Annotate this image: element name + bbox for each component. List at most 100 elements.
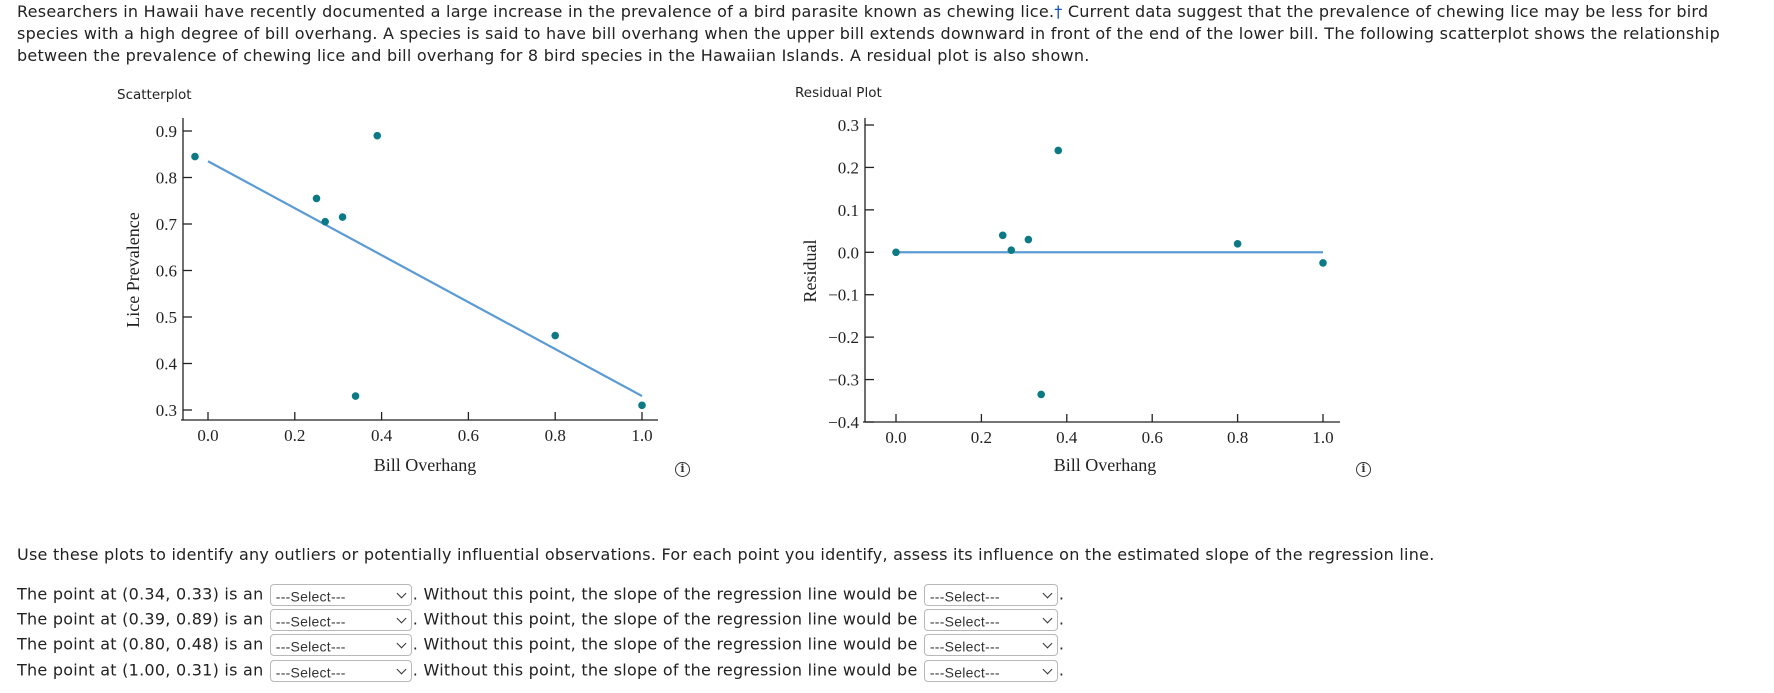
scatter-y-tick-label: 0.6 bbox=[156, 262, 177, 281]
chevron-down-icon bbox=[1042, 664, 1053, 674]
question-prefix: The point at (0.80, 0.48) is an bbox=[17, 634, 264, 654]
select-value: ---Select--- bbox=[929, 637, 1000, 654]
resid-y-tick-label: −0.1 bbox=[828, 286, 859, 305]
question-middle: . Without this point, the slope of the r… bbox=[412, 609, 918, 629]
chevron-down-icon bbox=[1042, 613, 1053, 623]
resid-y-tick-label: −0.4 bbox=[828, 413, 859, 432]
residual-plot-title: Residual Plot bbox=[795, 85, 882, 101]
classification-select-4[interactable]: ---Select--- bbox=[269, 659, 412, 682]
scatter-data-point bbox=[312, 194, 321, 203]
select-value: ---Select--- bbox=[275, 663, 346, 680]
classification-select-2[interactable]: ---Select--- bbox=[269, 608, 412, 631]
resid-y-axis-label: Residual bbox=[800, 240, 820, 303]
classification-select-1[interactable]: ---Select--- bbox=[269, 583, 412, 606]
scatter-y-tick-label: 0.7 bbox=[156, 215, 178, 234]
resid-data-point bbox=[1007, 246, 1016, 254]
scatter-x-tick-label: 0.6 bbox=[458, 426, 479, 445]
chevron-down-icon bbox=[1042, 638, 1053, 648]
resid-y-tick-label: 0.3 bbox=[838, 116, 859, 135]
slope-select-3[interactable]: ---Select--- bbox=[923, 633, 1058, 656]
question-row-1: The point at (0.34, 0.33) is an ---Selec… bbox=[17, 582, 1064, 606]
scatter-x-tick-label: 1.0 bbox=[631, 426, 652, 445]
resid-y-tick-label: 0.1 bbox=[838, 201, 859, 220]
resid-data-point bbox=[1319, 259, 1327, 267]
resid-x-tick-label: 0.4 bbox=[1056, 428, 1078, 447]
resid-y-tick-label: −0.2 bbox=[828, 328, 859, 347]
resid-data-point bbox=[998, 231, 1007, 240]
scatter-x-tick-label: 0.4 bbox=[371, 426, 393, 445]
scatter-data-point bbox=[638, 401, 646, 410]
scatter-y-tick-label: 0.8 bbox=[156, 169, 177, 188]
regression-line bbox=[207, 160, 643, 398]
resid-data-point bbox=[1233, 240, 1242, 248]
resid-x-tick-label: 0.0 bbox=[885, 428, 906, 447]
classification-select-3[interactable]: ---Select--- bbox=[269, 633, 412, 656]
scatter-data-point bbox=[373, 131, 382, 140]
scatter-data-point bbox=[351, 392, 360, 400]
scatter-y-tick-label: 0.4 bbox=[156, 355, 178, 374]
scatterplot-chart: 0.3 0.4 0.5 0.6 0.7 0.8 0.9 0.0 0.2 0.4 0.6 0.8 1.0… bbox=[123, 118, 658, 475]
slope-select-2[interactable]: ---Select--- bbox=[923, 608, 1058, 631]
chevron-down-icon bbox=[396, 664, 407, 674]
chevron-down-icon bbox=[1042, 588, 1053, 598]
intro-text-1: Researchers in Hawaii have recently docu… bbox=[17, 2, 1055, 21]
scatter-y-tick-label: 0.9 bbox=[156, 122, 177, 141]
chevron-down-icon bbox=[396, 638, 407, 648]
select-value: ---Select--- bbox=[275, 637, 346, 654]
scatter-x-tick-label: 0.0 bbox=[197, 426, 218, 445]
residual-plot-info-icon[interactable]: i bbox=[1356, 462, 1371, 477]
question-suffix: . bbox=[1058, 634, 1065, 654]
resid-data-point bbox=[1024, 235, 1033, 244]
question-middle: . Without this point, the slope of the r… bbox=[412, 584, 918, 604]
scatter-x-tick-label: 0.2 bbox=[284, 426, 305, 445]
resid-y-tick-label: 0.2 bbox=[838, 158, 859, 177]
intro-paragraph: Researchers in Hawaii have recently docu… bbox=[17, 1, 1762, 67]
resid-x-tick-label: 0.8 bbox=[1227, 428, 1248, 447]
scatter-y-tick-label: 0.5 bbox=[156, 308, 177, 327]
question-row-2: The point at (0.39, 0.89) is an ---Selec… bbox=[17, 607, 1064, 631]
question-prefix: The point at (0.34, 0.33) is an bbox=[17, 584, 264, 604]
scatter-data-point bbox=[321, 217, 329, 226]
resid-data-point bbox=[1054, 146, 1063, 155]
scatterplot-info-icon[interactable]: i bbox=[675, 462, 690, 477]
resid-x-tick-label: 0.2 bbox=[971, 428, 992, 447]
scatter-data-point bbox=[191, 152, 199, 161]
resid-data-point bbox=[1037, 390, 1045, 399]
chevron-down-icon bbox=[396, 613, 407, 623]
slope-select-4[interactable]: ---Select--- bbox=[923, 659, 1058, 682]
question-suffix: . bbox=[1058, 609, 1065, 629]
intro-text-2: Current data suggest that the prevalence… bbox=[17, 2, 1720, 65]
chevron-down-icon bbox=[396, 588, 407, 598]
question-row-4: The point at (1.00, 0.31) is an ---Selec… bbox=[17, 658, 1064, 682]
resid-x-tick-label: 1.0 bbox=[1312, 428, 1333, 447]
select-value: ---Select--- bbox=[929, 587, 1000, 604]
select-value: ---Select--- bbox=[275, 612, 346, 629]
footnote-dagger-link[interactable]: † bbox=[1054, 2, 1063, 21]
select-value: ---Select--- bbox=[929, 612, 1000, 629]
question-middle: . Without this point, the slope of the r… bbox=[412, 634, 918, 654]
question-suffix: . bbox=[1058, 584, 1065, 604]
scatter-data-point bbox=[551, 331, 559, 340]
resid-y-tick-label: 0.0 bbox=[838, 243, 859, 262]
question-prefix: The point at (0.39, 0.89) is an bbox=[17, 609, 264, 629]
resid-x-tick-label: 0.6 bbox=[1142, 428, 1163, 447]
select-value: ---Select--- bbox=[275, 587, 346, 604]
question-middle: . Without this point, the slope of the r… bbox=[412, 660, 918, 680]
scatter-data-point bbox=[338, 213, 347, 221]
scatterplot-title: Scatterplot bbox=[117, 87, 192, 103]
question-row-3: The point at (0.80, 0.48) is an ---Selec… bbox=[17, 632, 1064, 656]
scatter-y-axis-label: Lice Prevalence bbox=[123, 212, 143, 327]
residual-plot-chart: 0.3 0.2 0.1 0.0 −0.1 −0.2 −0.3 −0.4 0.0 0.2 0.4 0.… bbox=[800, 116, 1340, 475]
scatter-y-tick-label: 0.3 bbox=[156, 401, 177, 420]
scatter-x-tick-label: 0.8 bbox=[545, 426, 566, 445]
slope-select-1[interactable]: ---Select--- bbox=[923, 583, 1058, 606]
resid-x-axis-label: Bill Overhang bbox=[1054, 455, 1156, 475]
scatter-x-axis-label: Bill Overhang bbox=[374, 455, 476, 475]
select-value: ---Select--- bbox=[929, 663, 1000, 680]
question-suffix: . bbox=[1058, 660, 1065, 680]
resid-y-tick-label: −0.3 bbox=[828, 371, 859, 390]
resid-data-point bbox=[892, 248, 900, 257]
question-prefix: The point at (1.00, 0.31) is an bbox=[17, 660, 264, 680]
instructions-text: Use these plots to identify any outliers… bbox=[17, 545, 1435, 564]
